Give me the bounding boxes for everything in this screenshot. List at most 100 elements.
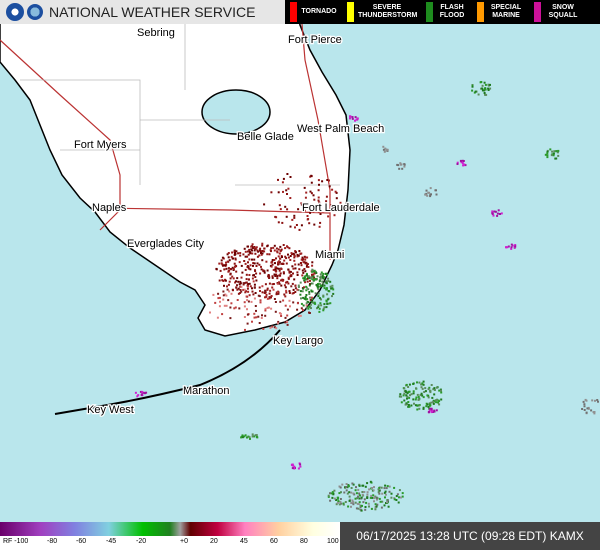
echo bbox=[226, 260, 229, 263]
warning-legend: TORNADO SEVERE THUNDERSTORM FLASH FLOOD SPE… bbox=[285, 0, 600, 24]
echo bbox=[328, 185, 331, 188]
echo bbox=[230, 255, 233, 258]
echo bbox=[282, 271, 285, 274]
echo bbox=[386, 499, 389, 502]
echo bbox=[354, 116, 357, 119]
echo bbox=[238, 283, 241, 286]
warning-swatch bbox=[477, 2, 484, 22]
echo bbox=[293, 216, 296, 219]
echo bbox=[232, 289, 234, 292]
echo bbox=[314, 292, 317, 295]
echo bbox=[339, 201, 342, 204]
echo bbox=[436, 398, 438, 401]
echo bbox=[241, 434, 244, 437]
echo bbox=[355, 486, 357, 489]
echo bbox=[234, 252, 237, 255]
echo bbox=[259, 290, 261, 292]
echo bbox=[248, 294, 251, 297]
echo bbox=[313, 301, 316, 304]
echo bbox=[386, 501, 388, 504]
echo bbox=[275, 293, 278, 296]
echo bbox=[245, 281, 248, 284]
echo bbox=[239, 252, 242, 254]
echo bbox=[268, 253, 271, 256]
echo bbox=[300, 258, 303, 261]
echo bbox=[383, 491, 386, 494]
echo bbox=[291, 292, 294, 295]
echo bbox=[336, 497, 339, 500]
echo bbox=[355, 118, 358, 121]
warning-label: SEVERE THUNDERSTORM bbox=[358, 4, 418, 19]
echo bbox=[231, 266, 234, 269]
echo bbox=[282, 190, 284, 193]
echo bbox=[322, 272, 325, 275]
echo bbox=[278, 252, 281, 255]
echo bbox=[278, 204, 281, 207]
echo bbox=[278, 282, 281, 285]
echo bbox=[435, 401, 438, 404]
echo bbox=[549, 148, 552, 151]
echo bbox=[380, 506, 383, 509]
echo bbox=[402, 394, 405, 397]
echo bbox=[331, 496, 334, 499]
echo bbox=[334, 190, 337, 193]
echo bbox=[296, 302, 299, 305]
echo bbox=[306, 256, 309, 259]
echo bbox=[260, 268, 263, 271]
echo bbox=[278, 269, 281, 272]
echo bbox=[243, 301, 246, 304]
echo bbox=[264, 314, 267, 317]
echo bbox=[294, 284, 297, 287]
echo bbox=[308, 305, 310, 308]
echo bbox=[342, 503, 345, 506]
echo bbox=[428, 403, 431, 406]
echo bbox=[232, 268, 235, 271]
echo bbox=[314, 270, 317, 273]
echo bbox=[310, 181, 313, 184]
echo bbox=[227, 283, 230, 286]
echo bbox=[335, 499, 338, 501]
echo bbox=[370, 507, 373, 510]
echo bbox=[364, 485, 367, 488]
echo bbox=[281, 181, 284, 184]
echo bbox=[212, 293, 215, 296]
echo bbox=[422, 396, 425, 399]
echo bbox=[305, 285, 308, 288]
echo bbox=[287, 256, 290, 259]
echo bbox=[429, 407, 432, 410]
echo bbox=[358, 484, 361, 487]
echo bbox=[397, 164, 400, 167]
echo bbox=[416, 393, 419, 396]
echo bbox=[302, 287, 305, 290]
echo bbox=[240, 264, 243, 267]
echo bbox=[583, 403, 586, 406]
echo bbox=[307, 301, 310, 304]
echo bbox=[310, 300, 313, 303]
echo bbox=[292, 292, 295, 294]
echo bbox=[594, 399, 596, 402]
echo bbox=[356, 497, 359, 500]
echo bbox=[318, 297, 321, 300]
echo bbox=[459, 159, 462, 162]
echo bbox=[484, 93, 486, 96]
echo bbox=[407, 386, 410, 388]
echo bbox=[403, 399, 406, 402]
city-label: Everglades City bbox=[127, 238, 205, 250]
echo bbox=[483, 81, 486, 84]
echo bbox=[360, 496, 363, 499]
echo bbox=[255, 279, 258, 282]
echo bbox=[421, 387, 424, 390]
echo bbox=[343, 491, 346, 494]
echo bbox=[354, 501, 357, 504]
echo bbox=[340, 491, 342, 494]
echo bbox=[272, 283, 275, 285]
echo bbox=[258, 322, 261, 324]
echo bbox=[414, 404, 417, 407]
echo bbox=[378, 492, 381, 495]
echo bbox=[327, 302, 330, 305]
echo bbox=[346, 486, 349, 489]
echo bbox=[298, 228, 301, 231]
timestamp: 06/17/2025 13:28 UTC (09:28 EDT) KAMX bbox=[340, 522, 600, 550]
echo bbox=[242, 253, 245, 256]
echo bbox=[432, 402, 435, 405]
